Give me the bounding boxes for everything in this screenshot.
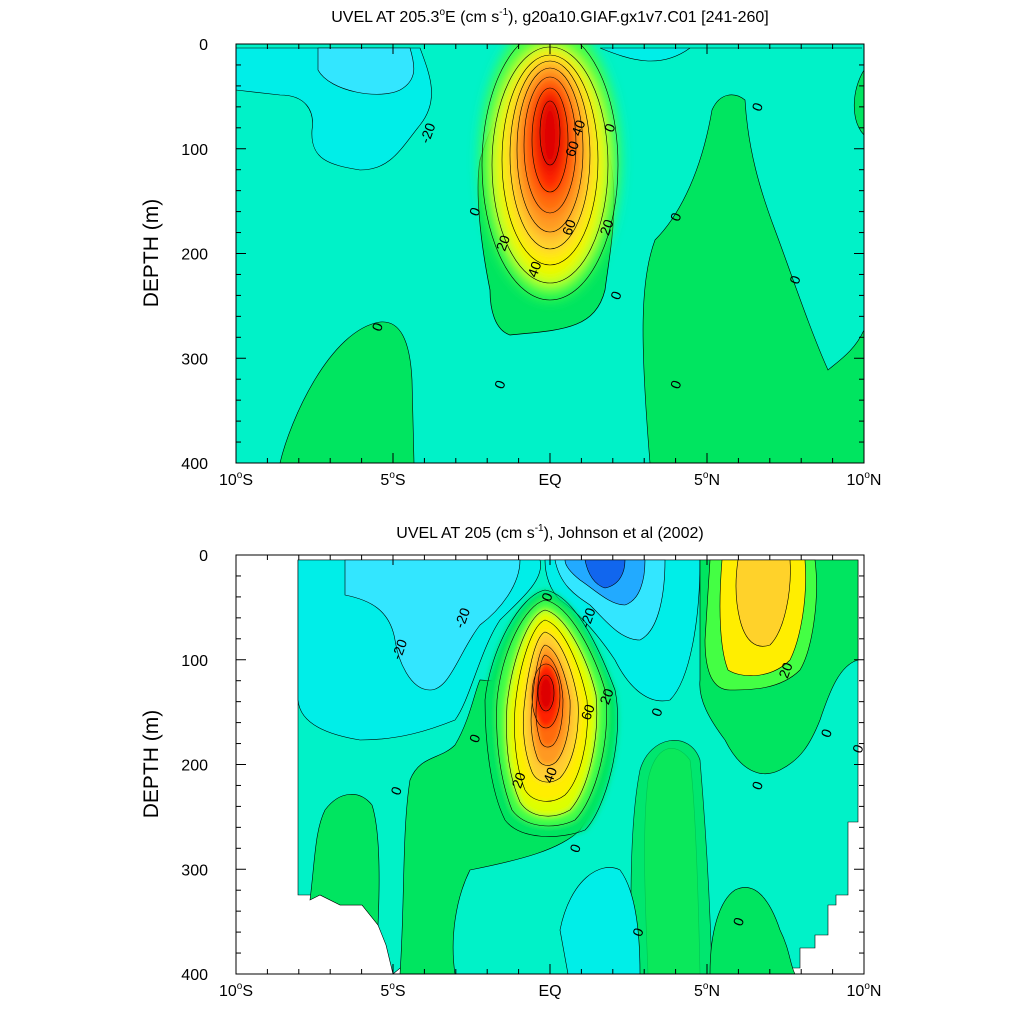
bottom-iso-20 bbox=[506, 609, 598, 817]
bottom-contour-label: 20 bbox=[508, 770, 528, 790]
bottom-pos-lower-east bbox=[709, 887, 796, 974]
top-y-tick-label: 100 bbox=[181, 142, 208, 159]
bottom-iso-10 bbox=[496, 599, 607, 827]
top-x-tick-label: EQ bbox=[538, 472, 561, 489]
bottom-contour-field bbox=[297, 559, 859, 974]
bottom-iso-30 bbox=[514, 619, 588, 802]
top-jet-80 bbox=[538, 97, 562, 173]
top-y-axis-label: DEPTH (m) bbox=[140, 199, 163, 308]
bottom-iso-60 bbox=[535, 654, 564, 748]
bottom-contour-label: -20 bbox=[577, 605, 599, 630]
top-iso-30 bbox=[501, 54, 599, 266]
bottom-pos-deep-east-0 bbox=[630, 740, 713, 974]
top-neg-region-east bbox=[599, 47, 862, 62]
top-iso-40 bbox=[509, 60, 591, 250]
bottom-pos-east-30 bbox=[735, 559, 791, 647]
bottom-neg-west-core bbox=[344, 559, 521, 691]
top-iso-80 bbox=[539, 100, 561, 166]
top-neg-region-core bbox=[317, 47, 415, 95]
top-contour-label: 20 bbox=[596, 217, 616, 237]
top-contour-field bbox=[236, 44, 864, 463]
bottom-contour-label: -20 bbox=[451, 605, 473, 630]
top-contour-label: 60 bbox=[562, 138, 582, 158]
bottom-chart-title: UVEL AT 205 (cm s-1), Johnson et al (200… bbox=[396, 523, 703, 542]
bottom-y-tick-label: 400 bbox=[181, 967, 208, 984]
bottom-jet-80 bbox=[538, 675, 554, 711]
top-contour-label: 20 bbox=[493, 233, 513, 253]
bottom-x-tick-label: 10oS bbox=[219, 981, 253, 1000]
bottom-x-tick-label: EQ bbox=[538, 983, 561, 1000]
bottom-axes: 10oS 5oS EQ 5oN 10oN 0 100 200 300 400 bbox=[181, 548, 881, 1000]
top-chart-title: UVEL AT 205.3oE (cm s-1), g20a10.GIAF.gx… bbox=[331, 7, 769, 26]
top-contour-label: 60 bbox=[559, 217, 579, 237]
top-jet-isolines bbox=[481, 44, 619, 301]
top-y-tick-label: 400 bbox=[181, 456, 208, 473]
top-y-tick-label: 300 bbox=[181, 351, 208, 368]
bottom-jet-isolines bbox=[484, 589, 618, 837]
bottom-contour-label: 60 bbox=[577, 702, 597, 722]
top-y-tick-label: 0 bbox=[199, 37, 208, 54]
bottom-contour-label: 20 bbox=[775, 660, 795, 680]
bottom-iso-70 bbox=[531, 663, 561, 729]
bottom-iso-40 bbox=[522, 631, 579, 783]
bottom-iso-0 bbox=[484, 589, 618, 837]
top-contour-label: 40 bbox=[568, 118, 588, 138]
bottom-iso-80 bbox=[537, 674, 555, 712]
bottom-y-axis-label: DEPTH (m) bbox=[140, 710, 163, 819]
bottom-x-tick-label: 5oS bbox=[380, 981, 405, 1000]
top-iso-70 bbox=[531, 87, 569, 193]
top-pos-region-west bbox=[279, 321, 415, 463]
top-panel: UVEL AT 205.3oE (cm s-1), g20a10.GIAF.gx… bbox=[140, 7, 881, 489]
top-x-tick-label: 5oS bbox=[380, 470, 405, 489]
top-iso-50 bbox=[516, 67, 584, 233]
bottom-panel: UVEL AT 205 (cm s-1), Johnson et al (200… bbox=[140, 523, 881, 1000]
top-x-tick-label: 10oS bbox=[219, 470, 253, 489]
bottom-contour-label: -20 bbox=[388, 637, 410, 662]
bottom-y-tick-label: 300 bbox=[181, 862, 208, 879]
top-x-tick-label: 5oN bbox=[694, 470, 720, 489]
bottom-pos-lower-mid bbox=[559, 867, 641, 974]
top-contour-label: -20 bbox=[417, 121, 439, 146]
bottom-pos-west-band bbox=[309, 794, 380, 926]
top-contour-label: 40 bbox=[524, 259, 544, 279]
bottom-iso-50 bbox=[530, 644, 571, 766]
bottom-x-tick-label: 5oN bbox=[694, 981, 720, 1000]
bottom-y-tick-label: 0 bbox=[199, 548, 208, 565]
top-x-tick-label: 10oN bbox=[847, 470, 882, 489]
bottom-contour-label: 20 bbox=[596, 686, 616, 706]
top-iso-60 bbox=[523, 76, 577, 214]
top-iso-10 bbox=[481, 44, 619, 301]
top-y-tick-label: 200 bbox=[181, 247, 208, 264]
bottom-y-tick-label: 100 bbox=[181, 653, 208, 670]
top-axes: 10oS 5oS EQ 5oN 10oN 0 100 200 300 400 bbox=[181, 37, 881, 489]
bottom-y-tick-label: 200 bbox=[181, 758, 208, 775]
bottom-x-tick-label: 10oN bbox=[847, 981, 882, 1000]
bottom-neg-east-core-40 bbox=[584, 559, 626, 589]
bottom-contour-label: 40 bbox=[540, 765, 560, 785]
